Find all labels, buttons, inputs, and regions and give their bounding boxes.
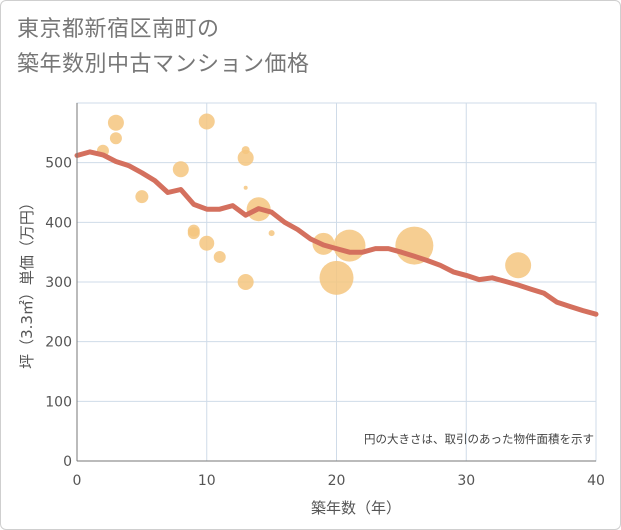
- data-bubble: [198, 113, 215, 130]
- x-tick-label: 40: [587, 473, 605, 489]
- data-bubble: [187, 227, 200, 240]
- y-axis-label: 坪（3.3㎡）単価（万円）: [18, 195, 36, 369]
- data-bubble: [243, 185, 248, 190]
- data-bubble: [135, 190, 149, 204]
- data-bubble: [199, 235, 215, 251]
- data-bubble: [172, 161, 189, 178]
- x-tick-label: 0: [73, 473, 82, 489]
- y-tick-label: 0: [63, 454, 72, 470]
- y-tick-label: 100: [45, 394, 72, 410]
- y-tick-label: 500: [45, 156, 72, 172]
- y-tick-label: 200: [45, 335, 72, 351]
- data-bubble: [213, 250, 226, 263]
- x-tick-label: 30: [457, 473, 475, 489]
- bubble-size-note: 円の大きさは、取引のあった物件面積を示す: [364, 432, 594, 446]
- x-axis-label: 築年数（年）: [311, 499, 401, 517]
- data-bubble: [237, 149, 254, 166]
- data-bubble: [237, 274, 254, 290]
- line-layer: [74, 149, 599, 317]
- axes: [76, 103, 596, 462]
- bubble-layer: [96, 113, 532, 295]
- chart-title-line1: 東京都新宿区南町の: [17, 17, 220, 42]
- y-tick-label: 300: [45, 275, 72, 291]
- data-bubble: [505, 252, 532, 279]
- data-bubble: [109, 132, 122, 145]
- data-bubble: [319, 260, 354, 295]
- data-bubble: [333, 229, 366, 262]
- y-tick-label: 400: [45, 215, 72, 231]
- x-tick-label: 20: [328, 473, 346, 489]
- chart-title: 東京都新宿区南町の 築年数別中古マンション価格: [17, 12, 310, 82]
- data-bubble: [268, 230, 275, 237]
- x-tick-label: 10: [198, 473, 216, 489]
- chart-title-line2: 築年数別中古マンション価格: [17, 52, 310, 77]
- data-bubble: [107, 114, 124, 131]
- average-price-line: [74, 149, 599, 317]
